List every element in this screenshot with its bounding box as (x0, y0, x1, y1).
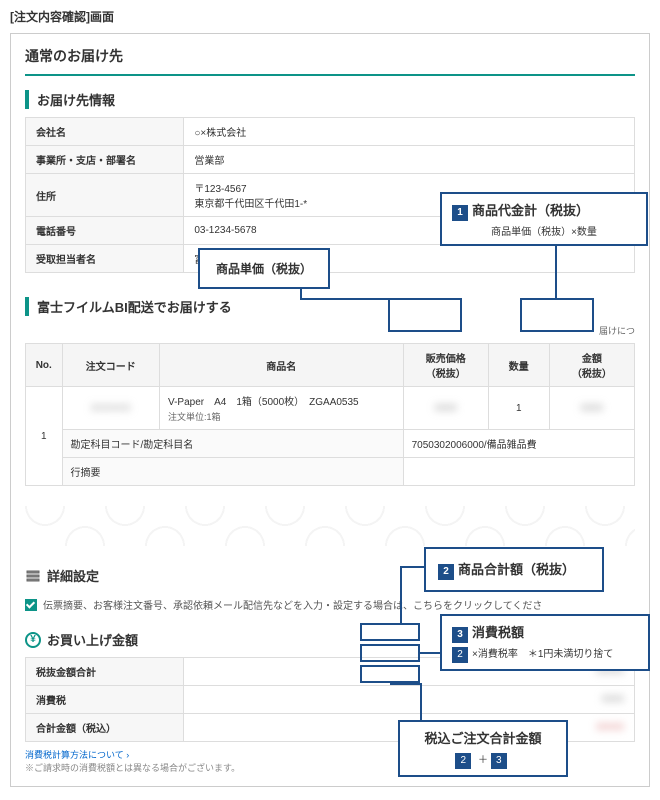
detail-note[interactable]: 伝票摘要、お客様注文番号、承認依頼メール配信先などを入力・設定する場合は、こちら… (25, 593, 635, 616)
delivery-section-title: お届け先情報 (25, 90, 635, 109)
callout-4-sub: 2 ＋ 3 (410, 751, 556, 769)
phone-label: 電話番号 (26, 217, 184, 245)
callout-1-sub: 商品単価（税抜）×数量 (452, 223, 636, 238)
table-subrow-memo: 行摘要 (26, 458, 635, 486)
product-unit: 注文単位:1箱 (168, 410, 399, 423)
callout-4-title: 税込ご注文合計金額 (410, 728, 556, 747)
order-table: No. 注文コード 商品名 販売価格 （税抜） 数量 金額 （税抜） 1 XXX… (25, 343, 635, 486)
main-card: 通常のお届け先 お届け先情報 会社名 ○×株式会社 事業所・支店・部署名 営業部… (10, 33, 650, 787)
office-value: 営業部 (184, 146, 635, 174)
subtotal-label: 税抜金額合計 (26, 658, 184, 686)
callout-4: 税込ご注文合計金額 2 ＋ 3 (398, 720, 568, 777)
detail-title: 詳細設定 (47, 566, 99, 585)
office-label: 事業所・支店・部署名 (26, 146, 184, 174)
cell-amount: 0000 (549, 387, 634, 430)
callout-3-sub: 2×消費税率 ＊1円未満切り捨て (452, 645, 638, 663)
wave-separator (25, 506, 635, 546)
callout-unit-price-text: 商品単価（税抜） (216, 262, 312, 276)
cell-price: 0000 (403, 387, 488, 430)
receiver-label: 受取担当者名 (26, 245, 184, 273)
acct-label: 勘定科目コード/勘定科目名 (62, 430, 403, 458)
list-icon (25, 568, 41, 584)
th-code: 注文コード (62, 344, 159, 387)
page-title: [注文内容確認]画面 (0, 0, 660, 33)
cell-no: 1 (26, 387, 63, 486)
memo-label: 行摘要 (62, 458, 403, 486)
th-price: 販売価格 （税抜） (403, 344, 488, 387)
cell-qty: 1 (488, 387, 549, 430)
cell-code: XXXXXX (62, 387, 159, 430)
tax-label: 消費税 (26, 686, 184, 714)
th-qty: 数量 (488, 344, 549, 387)
callout-3-num: 3 (452, 627, 468, 643)
callout-2-title: 商品合計額（税抜） (458, 562, 575, 577)
totals-title: お買い上げ金額 (47, 630, 138, 649)
detail-note-text: 伝票摘要、お客様注文番号、承認依頼メール配信先などを入力・設定する場合は、こちら… (43, 601, 542, 612)
callout-3: 3 消費税額 2×消費税率 ＊1円未満切り捨て (440, 614, 650, 671)
callout-3-title: 消費税額 (472, 625, 524, 640)
callout-1-title: 商品代金計（税抜） (472, 203, 589, 218)
cell-name: V-Paper A4 1箱（5000枚） ZGAA0535 注文単位:1箱 (159, 387, 403, 430)
table-subrow-acct: 勘定科目コード/勘定科目名 7050302006000/備品雑品費 (26, 430, 635, 458)
table-row: 1 XXXXXX V-Paper A4 1箱（5000枚） ZGAA0535 注… (26, 387, 635, 430)
footnote-text: ※ご請求時の消費税額とは異なる場合がございます。 (25, 763, 240, 773)
product-name: V-Paper A4 1箱（5000枚） ZGAA0535 (168, 393, 399, 408)
th-name: 商品名 (159, 344, 403, 387)
callout-unit-price: 商品単価（税抜） (198, 248, 330, 289)
checkbox-icon (25, 599, 37, 611)
right-small-note: 届けにつ (25, 324, 635, 337)
yen-icon: ¥ (25, 632, 41, 648)
callout-2-num: 2 (438, 564, 454, 580)
tax-value: 0000 (184, 686, 635, 714)
callout-1-num: 1 (452, 205, 468, 221)
callout-2: 2 商品合計額（税抜） (424, 547, 604, 592)
company-value: ○×株式会社 (184, 118, 635, 146)
delivery-heading: 通常のお届け先 (25, 46, 635, 76)
company-label: 会社名 (26, 118, 184, 146)
th-no: No. (26, 344, 63, 387)
tax-calc-link[interactable]: 消費税計算方法について › (25, 750, 129, 760)
memo-value (403, 458, 634, 486)
th-amount: 金額 （税抜） (549, 344, 634, 387)
grand-label: 合計金額（税込） (26, 714, 184, 742)
address-label: 住所 (26, 174, 184, 217)
callout-1: 1 商品代金計（税抜） 商品単価（税抜）×数量 (440, 192, 648, 246)
acct-value: 7050302006000/備品雑品費 (403, 430, 634, 458)
